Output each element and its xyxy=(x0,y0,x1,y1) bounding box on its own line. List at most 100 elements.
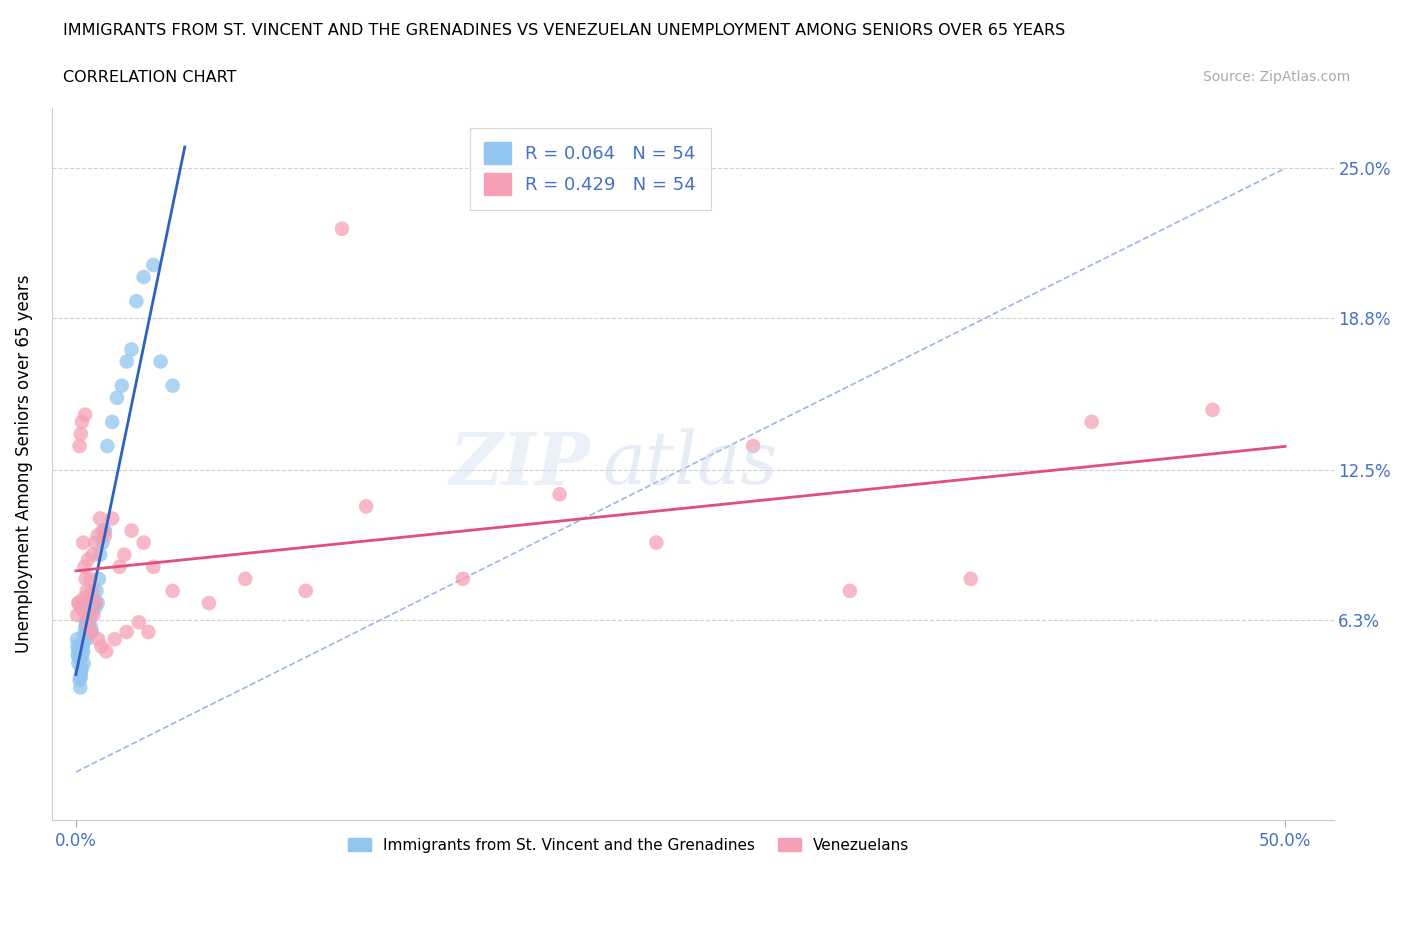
Point xyxy=(86,528,108,543)
Point xyxy=(86,583,108,598)
Point xyxy=(86,595,108,610)
Point xyxy=(838,583,860,598)
Point xyxy=(138,625,160,640)
Point xyxy=(70,660,93,675)
Point xyxy=(67,644,90,658)
Point xyxy=(75,625,97,640)
Text: CORRELATION CHART: CORRELATION CHART xyxy=(63,70,236,85)
Point xyxy=(96,644,118,658)
Point xyxy=(162,583,184,598)
Point xyxy=(115,625,138,640)
Point xyxy=(162,379,184,393)
Point xyxy=(101,511,124,525)
Text: atlas: atlas xyxy=(603,429,779,499)
Point xyxy=(67,642,90,657)
Point xyxy=(84,595,107,610)
Point xyxy=(149,354,172,369)
Y-axis label: Unemployment Among Seniors over 65 years: Unemployment Among Seniors over 65 years xyxy=(15,275,32,654)
Point xyxy=(959,571,981,586)
Point xyxy=(69,680,91,695)
Point xyxy=(91,523,114,538)
Point xyxy=(121,523,143,538)
Point xyxy=(66,607,89,622)
Point xyxy=(645,535,668,550)
Point xyxy=(72,644,94,658)
Point xyxy=(69,651,91,666)
Point xyxy=(79,607,101,622)
Point xyxy=(105,391,128,405)
Point xyxy=(451,571,474,586)
Point xyxy=(101,415,124,430)
Point xyxy=(75,407,97,422)
Point xyxy=(75,619,97,634)
Point xyxy=(128,615,150,630)
Point xyxy=(198,595,221,610)
Point xyxy=(80,583,103,598)
Point xyxy=(75,615,97,630)
Point xyxy=(73,591,96,605)
Point xyxy=(72,637,94,652)
Point xyxy=(67,646,90,661)
Point xyxy=(73,559,96,574)
Point xyxy=(73,656,96,671)
Point xyxy=(77,615,100,630)
Point xyxy=(72,535,94,550)
Point xyxy=(87,571,110,586)
Point xyxy=(132,270,155,285)
Point xyxy=(72,639,94,654)
Point xyxy=(76,619,98,634)
Point xyxy=(112,547,135,562)
Point xyxy=(76,583,98,598)
Point xyxy=(96,439,118,454)
Point xyxy=(354,499,377,514)
Point xyxy=(233,571,256,586)
Point xyxy=(330,221,353,236)
Point xyxy=(115,354,138,369)
Point xyxy=(69,427,91,442)
Point xyxy=(77,552,100,567)
Point xyxy=(79,601,101,616)
Point xyxy=(69,672,91,687)
Point xyxy=(82,607,104,622)
Point xyxy=(77,607,100,622)
Point xyxy=(548,487,571,502)
Point xyxy=(83,591,105,605)
Text: ZIP: ZIP xyxy=(449,429,591,499)
Point xyxy=(87,631,110,646)
Point xyxy=(70,601,93,616)
Point xyxy=(84,535,107,550)
Point xyxy=(91,535,114,550)
Point xyxy=(69,439,91,454)
Point xyxy=(79,571,101,586)
Point xyxy=(294,583,316,598)
Point xyxy=(94,528,117,543)
Point xyxy=(132,535,155,550)
Point xyxy=(75,607,97,622)
Point xyxy=(70,663,93,678)
Point xyxy=(742,439,765,454)
Point xyxy=(108,559,131,574)
Point xyxy=(67,656,90,671)
Text: IMMIGRANTS FROM ST. VINCENT AND THE GRENADINES VS VENEZUELAN UNEMPLOYMENT AMONG : IMMIGRANTS FROM ST. VINCENT AND THE GREN… xyxy=(63,23,1066,38)
Point xyxy=(77,591,100,605)
Point xyxy=(80,625,103,640)
Point xyxy=(82,595,104,610)
Point xyxy=(89,547,111,562)
Point xyxy=(125,294,148,309)
Point xyxy=(66,648,89,663)
Point xyxy=(89,511,111,525)
Point xyxy=(90,639,112,654)
Point xyxy=(73,627,96,642)
Point xyxy=(67,595,90,610)
Point xyxy=(77,619,100,634)
Point xyxy=(67,595,90,610)
Point xyxy=(142,559,165,574)
Point xyxy=(1201,403,1223,418)
Point xyxy=(80,625,103,640)
Point xyxy=(69,668,91,683)
Point xyxy=(73,631,96,646)
Point xyxy=(70,415,93,430)
Point xyxy=(80,619,103,634)
Point xyxy=(82,547,104,562)
Point xyxy=(121,342,143,357)
